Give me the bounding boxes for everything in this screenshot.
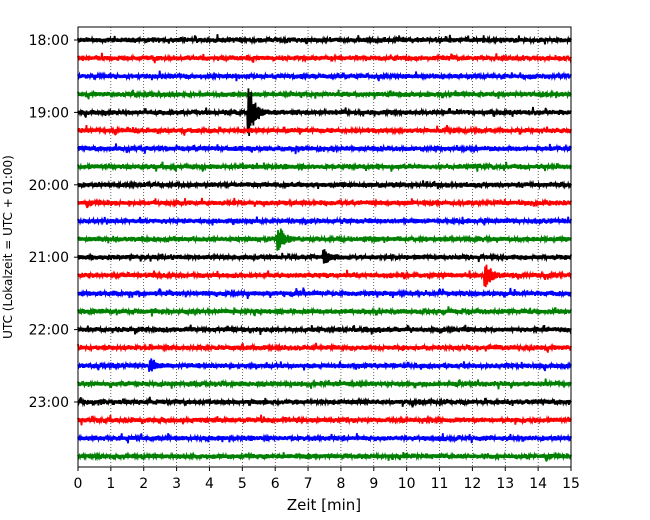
x-tick-label-7: 7 bbox=[304, 476, 313, 492]
trace-row-19 bbox=[77, 378, 572, 390]
trace-row-8 bbox=[77, 179, 572, 190]
x-tick-label-2: 2 bbox=[139, 476, 148, 492]
plot-frame bbox=[77, 26, 572, 468]
vertical-grid bbox=[110, 27, 539, 467]
x-tick-label-9: 9 bbox=[369, 476, 378, 492]
trace-row-15 bbox=[77, 306, 572, 317]
trace-row-18 bbox=[77, 358, 572, 372]
x-tick-label-1: 1 bbox=[106, 476, 115, 492]
y-tick-label-5: 23:00 bbox=[29, 395, 69, 411]
y-axis-label: UTC (Lokalzeit = UTC + 01:00) bbox=[1, 155, 15, 339]
trace-row-22 bbox=[77, 433, 572, 444]
trace-row-0 bbox=[77, 34, 572, 46]
x-axis-ticks: 0 1 2 3 4 5 6 7 8 9 10 11 12 13 14 15 bbox=[74, 467, 580, 492]
trace-row-12 bbox=[77, 249, 572, 264]
trace-row-3 bbox=[77, 89, 572, 100]
trace-row-1 bbox=[77, 52, 572, 64]
y-tick-label-1: 19:00 bbox=[29, 105, 69, 121]
x-tick-label-8: 8 bbox=[336, 476, 345, 492]
trace-row-6 bbox=[77, 143, 572, 155]
x-axis-label: Zeit [min] bbox=[287, 496, 361, 514]
y-tick-label-0: 18:00 bbox=[29, 33, 69, 49]
x-tick-label-3: 3 bbox=[172, 476, 181, 492]
y-tick-label-4: 22:00 bbox=[29, 323, 69, 339]
x-tick-label-10: 10 bbox=[398, 476, 416, 492]
trace-row-23 bbox=[77, 451, 572, 462]
x-tick-label-13: 13 bbox=[496, 476, 514, 492]
y-axis-ticks: 18:00 19:00 20:00 21:00 22:00 23:00 bbox=[29, 33, 78, 411]
x-tick-label-6: 6 bbox=[271, 476, 280, 492]
trace-row-13 bbox=[77, 264, 572, 288]
x-tick-label-12: 12 bbox=[463, 476, 481, 492]
x-tick-label-5: 5 bbox=[238, 476, 247, 492]
y-tick-label-3: 21:00 bbox=[29, 250, 69, 266]
trace-row-21 bbox=[77, 414, 572, 426]
trace-row-2 bbox=[77, 70, 572, 82]
x-tick-label-0: 0 bbox=[74, 476, 83, 492]
trace-row-5 bbox=[77, 125, 572, 136]
x-tick-label-4: 4 bbox=[205, 476, 214, 492]
x-tick-label-14: 14 bbox=[529, 476, 547, 492]
x-tick-label-11: 11 bbox=[431, 476, 449, 492]
trace-row-14 bbox=[77, 287, 572, 300]
trace-row-17 bbox=[77, 342, 572, 353]
trace-row-16 bbox=[77, 324, 572, 335]
trace-row-9 bbox=[77, 197, 572, 209]
trace-row-4 bbox=[77, 88, 572, 136]
trace-row-20 bbox=[77, 396, 572, 408]
seismic-traces bbox=[77, 34, 572, 462]
trace-row-7 bbox=[77, 161, 572, 172]
trace-row-11 bbox=[77, 228, 572, 251]
x-tick-label-15: 15 bbox=[562, 476, 580, 492]
trace-row-10 bbox=[77, 215, 572, 227]
y-tick-label-2: 20:00 bbox=[29, 178, 69, 194]
